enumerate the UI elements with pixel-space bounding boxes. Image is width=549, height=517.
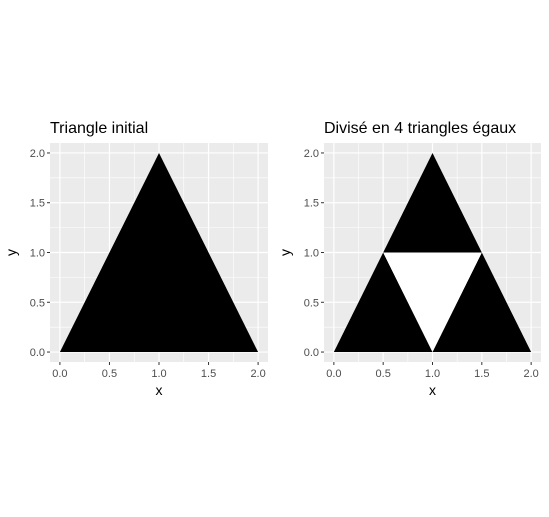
y-tick-label: 2.0 [304,148,319,160]
x-axis-title: x [429,382,436,398]
y-axis-title: y [3,249,19,256]
x-axis-title: x [156,382,163,398]
y-tick-label: 2.0 [30,148,45,160]
x-tick-label: 0.0 [326,368,341,380]
y-tick-label: 1.0 [304,248,319,260]
x-tick-label: 2.0 [250,368,265,380]
x-tick-label: 0.5 [376,368,391,380]
chart-panel-1: 0.0 0.5 1.0 1.5 2.0 0.0 0.5 1.0 1.5 2.0 Triangle i… [3,120,268,398]
triangle-3 [383,152,482,253]
chart-panel-2: 0.0 0.5 1.0 1.5 2.0 0.0 0.5 1.0 1.5 2.0 Divisé en … [277,120,541,398]
y-tick-label: 0.5 [30,297,45,309]
triangle-2 [432,252,532,353]
x-tick-label: 1.5 [201,368,216,380]
x-tick-label: 2.0 [523,368,538,380]
y-axis-title: y [277,249,293,256]
y-tick-label: 1.0 [30,248,45,260]
y-tick-label: 0.0 [30,347,45,359]
y-tick-label: 1.5 [30,198,45,210]
x-tick-label: 1.5 [474,368,489,380]
triangle-1 [333,252,433,353]
triangle-4 [383,252,482,353]
chart-title: Triangle initial [50,120,148,137]
y-tick-label: 0.5 [304,297,319,309]
x-tick-label: 1.0 [425,368,440,380]
y-tick-label: 1.5 [304,198,319,210]
x-tick-label: 0.0 [52,368,67,380]
chart-title: Divisé en 4 triangles égaux [324,120,516,137]
triangle-1 [59,152,259,353]
x-tick-label: 1.0 [151,368,166,380]
x-tick-label: 0.5 [102,368,117,380]
y-tick-label: 0.0 [304,347,319,359]
